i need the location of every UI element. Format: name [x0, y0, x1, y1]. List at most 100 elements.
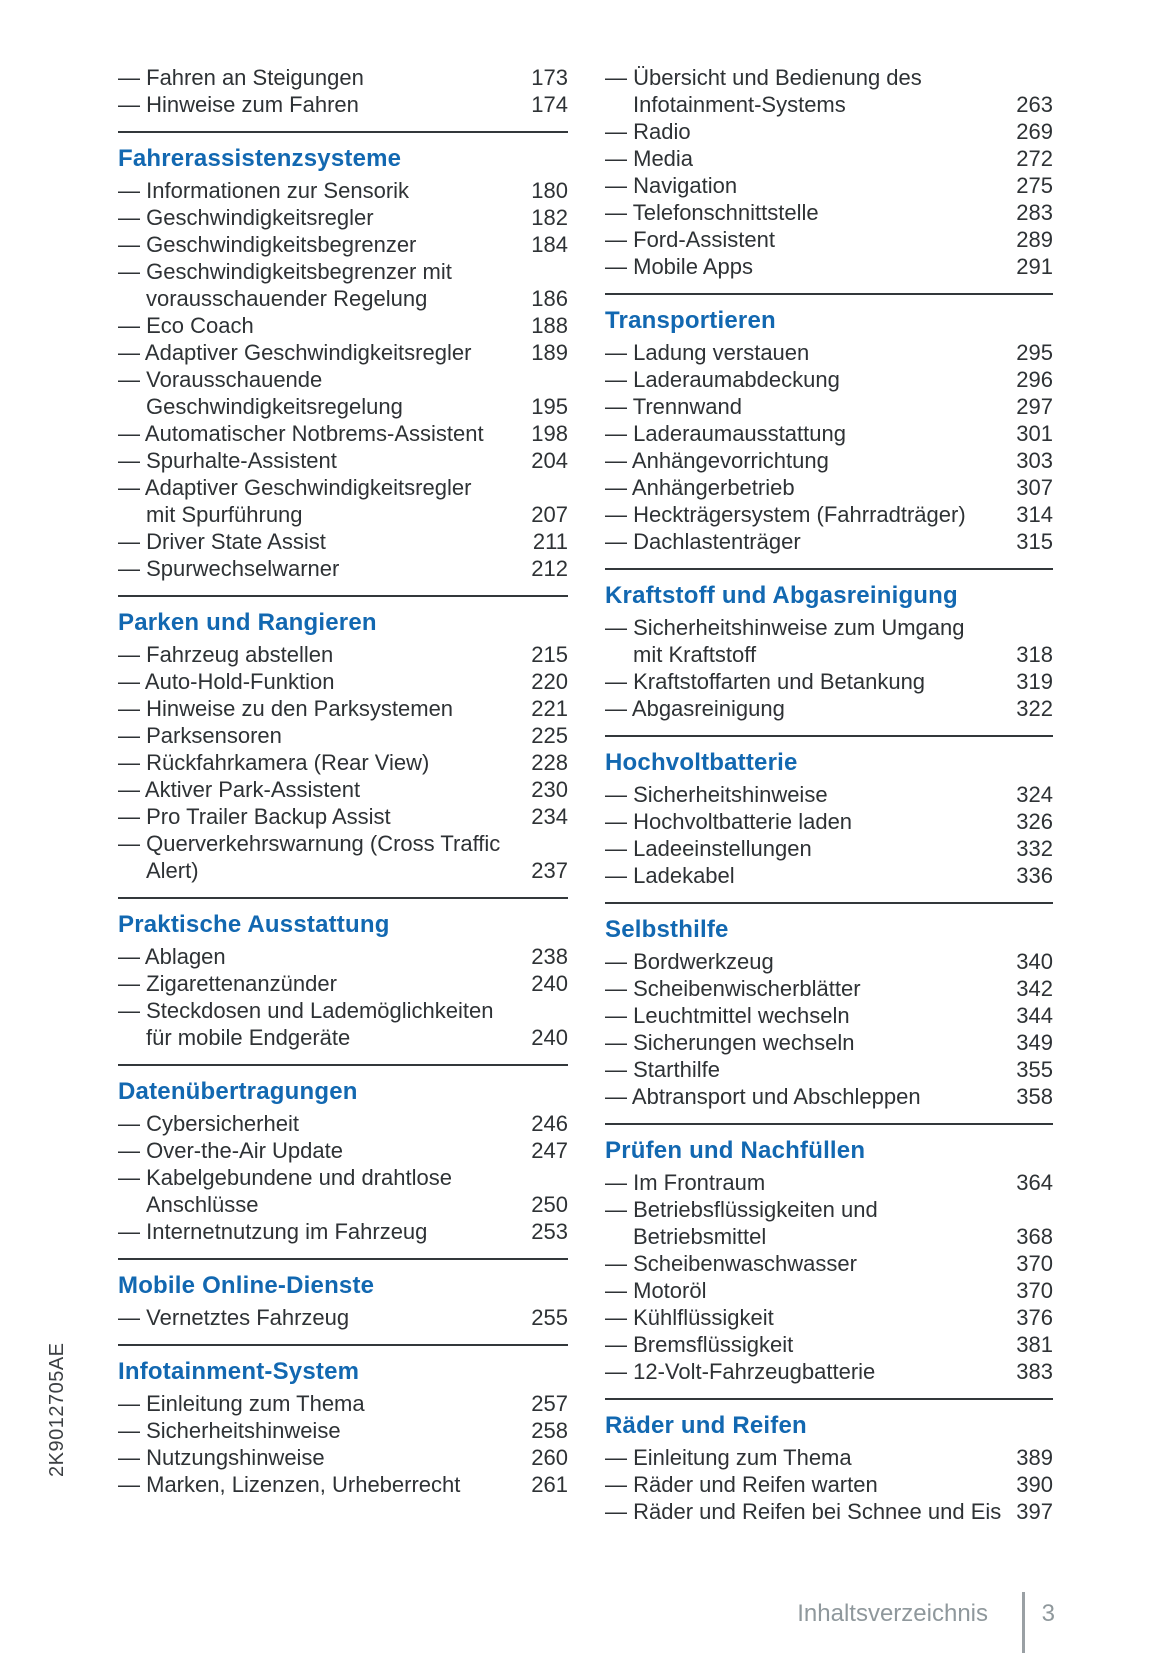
- toc-item[interactable]: Over-the-Air Update 247: [118, 1137, 568, 1164]
- toc-item[interactable]: Informationen zur Sensorik 180: [118, 177, 568, 204]
- toc-item-label: Räder und Reifen bei Schnee und Eis: [605, 1498, 1005, 1525]
- toc-item[interactable]: Adaptiver Geschwindigkeitsregler 189: [118, 339, 568, 366]
- toc-item-page: 269: [1016, 119, 1053, 144]
- toc-item[interactable]: Vorausschauende Geschwindigkeitsregelung…: [118, 366, 568, 420]
- toc-item-page: 314: [1016, 502, 1053, 527]
- toc-item[interactable]: Laderaumausstattung 301: [605, 420, 1053, 447]
- toc-item-label: Radio: [605, 118, 1005, 145]
- toc-item[interactable]: Aktiver Park-Assistent 230: [118, 776, 568, 803]
- toc-item[interactable]: Adaptiver Geschwindigkeitsregler mit Spu…: [118, 474, 568, 528]
- toc-item[interactable]: Ladekabel 336: [605, 862, 1053, 889]
- toc-item[interactable]: Fahrzeug abstellen 215: [118, 641, 568, 668]
- toc-item[interactable]: Anhängevorrichtung 303: [605, 447, 1053, 474]
- toc-item[interactable]: Eco Coach 188: [118, 312, 568, 339]
- toc-item[interactable]: Ford-Assistent 289: [605, 226, 1053, 253]
- toc-item[interactable]: Querverkehrswarnung (Cross Traffic Alert…: [118, 830, 568, 884]
- toc-item-label: Bordwerkzeug: [605, 948, 1005, 975]
- document-code: 2K9012705AE: [46, 1342, 68, 1477]
- toc-item[interactable]: Media 272: [605, 145, 1053, 172]
- footer-page-number: 3: [1041, 1600, 1055, 1627]
- toc-item[interactable]: Scheibenwaschwasser 370: [605, 1250, 1053, 1277]
- toc-item[interactable]: Geschwindigkeitsregler 182: [118, 204, 568, 231]
- toc-item[interactable]: Starthilfe 355: [605, 1056, 1053, 1083]
- toc-section: Parken und Rangieren Fahrzeug abstellen 21…: [118, 595, 568, 884]
- toc-item[interactable]: Parksensoren 225: [118, 722, 568, 749]
- toc-item-page: 198: [531, 421, 568, 446]
- toc-item-page: 207: [531, 502, 568, 527]
- toc-item[interactable]: Nutzungshinweise 260: [118, 1444, 568, 1471]
- section-title: Mobile Online-Dienste: [118, 1272, 375, 1299]
- section-title: Selbsthilfe: [605, 916, 729, 943]
- toc-item[interactable]: Spurhalte-Assistent 204: [118, 447, 568, 474]
- toc-item[interactable]: Einleitung zum Thema 257: [118, 1390, 568, 1417]
- toc-item[interactable]: Hinweise zu den Parksystemen 221: [118, 695, 568, 722]
- toc-item[interactable]: Cybersicherheit 246: [118, 1110, 568, 1137]
- toc-item[interactable]: Ablagen 238: [118, 943, 568, 970]
- toc-item[interactable]: Abgasreinigung 322: [605, 695, 1053, 722]
- toc-item[interactable]: Bordwerkzeug 340: [605, 948, 1053, 975]
- toc-item[interactable]: Laderaumabdeckung 296: [605, 366, 1053, 393]
- toc-item[interactable]: 12-Volt-Fahrzeugbatterie 383: [605, 1358, 1053, 1385]
- toc-item[interactable]: Hochvoltbatterie laden 326: [605, 808, 1053, 835]
- toc-item-page: 319: [1016, 669, 1053, 694]
- toc-item[interactable]: Sicherheitshinweise 324: [605, 781, 1053, 808]
- toc-item[interactable]: Marken, Lizenzen, Urheberrecht 261: [118, 1471, 568, 1498]
- toc-item-page: 211: [532, 529, 568, 554]
- toc-item[interactable]: Geschwindigkeitsbegrenzer 184: [118, 231, 568, 258]
- toc-item[interactable]: Abtransport und Abschleppen 358: [605, 1083, 1053, 1110]
- toc-item-label: Querverkehrswarnung (Cross Traffic Alert…: [118, 830, 520, 884]
- toc-item-label: Ladung verstauen: [605, 339, 1005, 366]
- toc-item[interactable]: Pro Trailer Backup Assist 234: [118, 803, 568, 830]
- toc-item[interactable]: Steckdosen und Lademöglichkeiten für mob…: [118, 997, 568, 1051]
- toc-item[interactable]: Ladung verstauen 295: [605, 339, 1053, 366]
- toc-item[interactable]: Sicherheitshinweise zum Umgang mit Kraft…: [605, 614, 1053, 668]
- toc-item[interactable]: Spurwechselwarner 212: [118, 555, 568, 582]
- toc-item-page: 230: [531, 777, 568, 802]
- toc-item-page: 318: [1016, 642, 1053, 667]
- toc-item[interactable]: Leuchtmittel wechseln 344: [605, 1002, 1053, 1029]
- toc-item[interactable]: Telefonschnittstelle 283: [605, 199, 1053, 226]
- toc-item[interactable]: Radio 269: [605, 118, 1053, 145]
- toc-item[interactable]: Räder und Reifen bei Schnee und Eis 397: [605, 1498, 1053, 1525]
- toc-item[interactable]: Heckträgersystem (Fahrradträger) 314: [605, 501, 1053, 528]
- toc-item-page: 324: [1016, 782, 1053, 807]
- toc-item[interactable]: Zigarettenanzünder 240: [118, 970, 568, 997]
- toc-item[interactable]: Mobile Apps 291: [605, 253, 1053, 280]
- toc-item[interactable]: Fahren an Steigungen 173: [118, 64, 568, 91]
- toc-item-page: 240: [531, 1025, 568, 1050]
- toc-item-page: 344: [1016, 1003, 1053, 1028]
- toc-item[interactable]: Kraftstoffarten und Betankung 319: [605, 668, 1053, 695]
- toc-item[interactable]: Auto-Hold-Funktion 220: [118, 668, 568, 695]
- toc-item[interactable]: Geschwindigkeitsbegrenzer mit vorausscha…: [118, 258, 568, 312]
- toc-item[interactable]: Kabelgebundene und drahtlose Anschlüsse 2…: [118, 1164, 568, 1218]
- toc-item[interactable]: Kühlflüssigkeit 376: [605, 1304, 1053, 1331]
- toc-item-label: Internetnutzung im Fahrzeug: [118, 1218, 520, 1245]
- toc-item[interactable]: Internetnutzung im Fahrzeug 253: [118, 1218, 568, 1245]
- toc-section: Übersicht und Bedienung des Infotainment…: [605, 64, 1053, 280]
- toc-item[interactable]: Hinweise zum Fahren 174: [118, 91, 568, 118]
- toc-item[interactable]: Übersicht und Bedienung des Infotainment…: [605, 64, 1053, 118]
- toc-item[interactable]: Sicherungen wechseln 349: [605, 1029, 1053, 1056]
- toc-item[interactable]: Automatischer Notbrems-Assistent 198: [118, 420, 568, 447]
- toc-item[interactable]: Ladeeinstellungen 332: [605, 835, 1053, 862]
- toc-item[interactable]: Anhängerbetrieb 307: [605, 474, 1053, 501]
- toc-item[interactable]: Driver State Assist 211: [118, 528, 568, 555]
- toc-item-label: Kabelgebundene und drahtlose Anschlüsse: [118, 1164, 520, 1218]
- toc-item[interactable]: Navigation 275: [605, 172, 1053, 199]
- toc-item-label: Abtransport und Abschleppen: [605, 1083, 1005, 1110]
- toc-item[interactable]: Dachlastenträger 315: [605, 528, 1053, 555]
- toc-item[interactable]: Betriebsflüssigkeiten und Betriebsmittel…: [605, 1196, 1053, 1250]
- section-title: Räder und Reifen: [605, 1412, 807, 1439]
- toc-item[interactable]: Im Frontraum 364: [605, 1169, 1053, 1196]
- toc-item[interactable]: Vernetztes Fahrzeug 255: [118, 1304, 568, 1331]
- toc-item[interactable]: Bremsflüssigkeit 381: [605, 1331, 1053, 1358]
- toc-item[interactable]: Scheibenwischerblätter 342: [605, 975, 1053, 1002]
- toc-item[interactable]: Räder und Reifen warten 390: [605, 1471, 1053, 1498]
- toc-item[interactable]: Einleitung zum Thema 389: [605, 1444, 1053, 1471]
- toc-item[interactable]: Sicherheitshinweise 258: [118, 1417, 568, 1444]
- toc-item-label: Geschwindigkeitsbegrenzer mit vorausscha…: [118, 258, 520, 312]
- toc-item[interactable]: Rückfahrkamera (Rear View) 228: [118, 749, 568, 776]
- toc-item-label: Auto-Hold-Funktion: [118, 668, 520, 695]
- toc-item[interactable]: Motoröl 370: [605, 1277, 1053, 1304]
- toc-item[interactable]: Trennwand 297: [605, 393, 1053, 420]
